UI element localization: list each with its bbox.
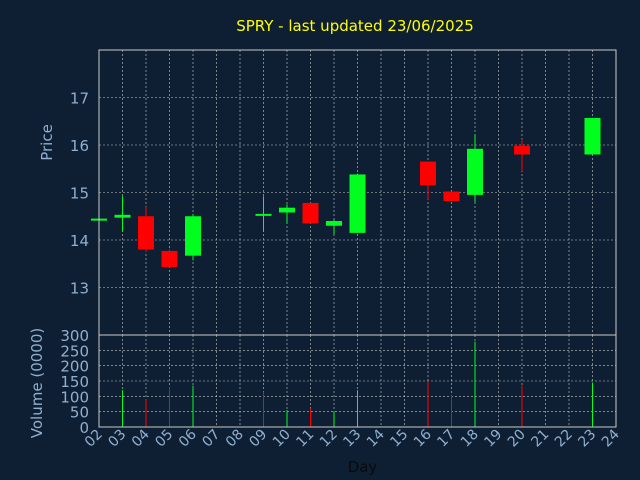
candle-body [467,148,483,195]
candle-body [584,117,601,155]
volume-y-tick-label: 50 [70,404,89,422]
candle-body [514,145,530,155]
candle-body [161,250,178,268]
price-y-tick-label: 14 [70,232,89,250]
volume-y-tick-label: 250 [60,342,89,360]
candle-body [349,174,366,233]
chart-title: SPRY - last updated 23/06/2025 [236,17,474,35]
candle-body [255,213,272,216]
candle-body [420,161,436,186]
price-y-tick-label: 16 [70,137,89,155]
volume-y-tick-label: 100 [60,388,89,406]
price-candles [91,117,601,268]
candle-body [114,214,131,218]
volume-y-tick-label: 200 [60,358,89,376]
candle-body [279,207,295,213]
price-y-tick-labels: 13 14 15 16 17 [70,90,89,298]
price-y-tick-label: 15 [70,185,89,203]
volume-bars [122,341,593,427]
price-panel: 13 14 15 16 17 Price [38,49,617,336]
candle-body [326,221,342,226]
price-y-tick-label: 13 [70,280,89,298]
volume-plot-frame [98,334,617,428]
x-tick-labels: 02 03 04 05 06 07 08 09 10 11 12 13 14 15 16 17 18 19 20 21… [82,426,623,450]
price-y-tick-label: 17 [70,90,89,108]
price-y-axis-label: Price [38,124,56,161]
volume-y-tick-label: 0 [79,419,89,437]
volume-y-axis-label: Volume (0000) [28,328,46,438]
candle-body [302,202,319,224]
x-axis-label: Day [348,458,378,476]
candle-body [138,216,154,250]
candle-body [443,191,460,202]
candle-body [185,216,201,256]
volume-y-tick-label: 150 [60,373,89,391]
volume-y-tick-label: 300 [60,327,89,345]
